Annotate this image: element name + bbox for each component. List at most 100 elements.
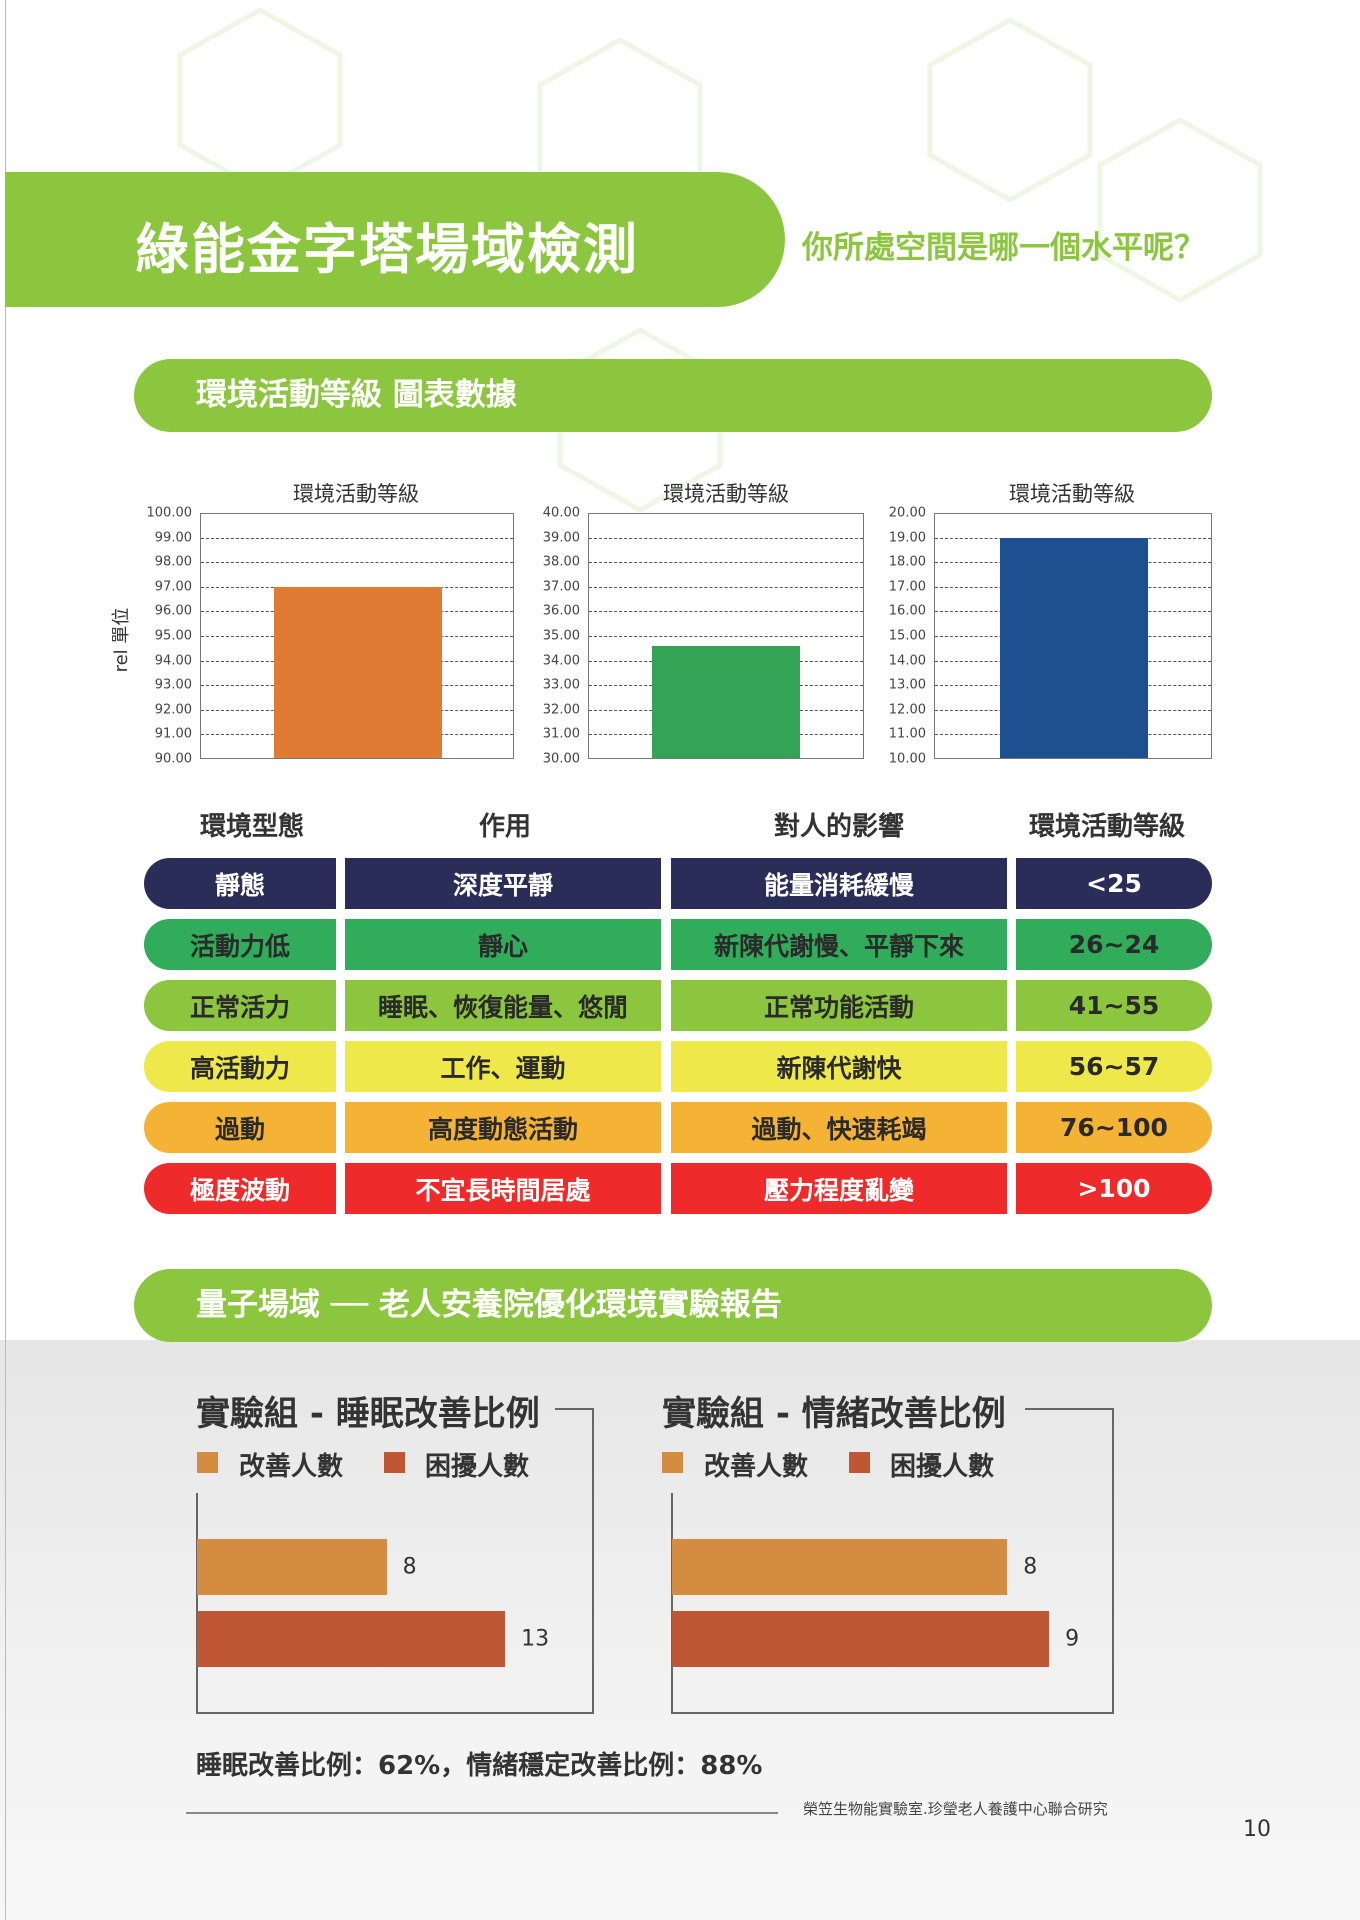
table-cell: 41~55 bbox=[1016, 980, 1212, 1031]
gridline bbox=[589, 636, 863, 637]
table-cell: <25 bbox=[1016, 858, 1212, 909]
table-cell: 56~57 bbox=[1016, 1041, 1212, 1092]
y-tick-label: 19.00 bbox=[888, 530, 926, 546]
chart-bar bbox=[672, 1539, 1008, 1595]
y-tick-label: 37.00 bbox=[542, 579, 580, 595]
table-cell: >100 bbox=[1016, 1163, 1212, 1214]
table-cell: 睡眠、恢復能量、悠閒 bbox=[345, 980, 661, 1031]
legend-troubled: 困擾人數 bbox=[890, 1452, 995, 1482]
y-tick-label: 36.00 bbox=[542, 603, 580, 619]
y-tick-label: 20.00 bbox=[888, 505, 926, 521]
table-cell: 極度波動 bbox=[144, 1163, 336, 1214]
page-edge bbox=[5, 0, 6, 1920]
summary-text: 睡眠改善比例：62%，情緒穩定改善比例：88% bbox=[196, 1751, 763, 1781]
table-cell: 活動力低 bbox=[144, 919, 336, 970]
y-tick-label: 15.00 bbox=[888, 628, 926, 644]
table-cell: 正常功能活動 bbox=[671, 980, 1007, 1031]
page-subtitle: 你所處空間是哪一個水平呢？ bbox=[802, 230, 1205, 266]
y-tick-label: 14.00 bbox=[888, 653, 926, 669]
legend-improved: 改善人數 bbox=[704, 1452, 809, 1482]
y-tick-label: 35.00 bbox=[542, 628, 580, 644]
gridline bbox=[201, 562, 513, 564]
table-cell: 正常活力 bbox=[144, 980, 336, 1031]
y-tick-label: 16.00 bbox=[888, 603, 926, 619]
legend-swatch-improved bbox=[662, 1452, 683, 1473]
chart-title: 環境活動等級 bbox=[663, 482, 789, 506]
y-tick-label: 12.00 bbox=[888, 702, 926, 718]
table-cell: 76~100 bbox=[1016, 1102, 1212, 1153]
table-cell: 不宜長時間居處 bbox=[345, 1163, 661, 1214]
legend-swatch-improved bbox=[197, 1452, 218, 1473]
page-number: 10 bbox=[1243, 1817, 1271, 1842]
gridline bbox=[589, 562, 863, 564]
chart-bar bbox=[652, 645, 800, 758]
sleep-chart-axis bbox=[196, 1493, 594, 1714]
footer-divider bbox=[186, 1812, 778, 1814]
header-banner bbox=[5, 172, 785, 307]
table-cell: 靜心 bbox=[345, 919, 661, 970]
section-header-charts: 環境活動等級 圖表數據 bbox=[134, 359, 1212, 432]
y-tick-label: 40.00 bbox=[542, 505, 580, 521]
chart-bar bbox=[1000, 538, 1148, 758]
bar-value-label: 8 bbox=[1023, 1554, 1038, 1580]
chart-bar bbox=[197, 1611, 506, 1667]
y-tick-label: 30.00 bbox=[542, 751, 580, 767]
bar-value-label: 9 bbox=[1065, 1626, 1080, 1652]
chart-bar bbox=[197, 1539, 387, 1595]
legend-swatch-troubled bbox=[849, 1452, 870, 1473]
page-title: 綠能金字塔場域檢測 bbox=[135, 218, 639, 281]
bar-value-label: 13 bbox=[521, 1626, 550, 1652]
sleep-chart-title: 實驗組 - 睡眠改善比例 bbox=[196, 1394, 540, 1434]
table-cell: 高活動力 bbox=[144, 1041, 336, 1092]
sleep-chart-frame bbox=[555, 1408, 594, 1714]
chart-plot-area bbox=[200, 513, 514, 759]
y-tick-label: 90.00 bbox=[154, 751, 192, 767]
table-cell: 工作、運動 bbox=[345, 1041, 661, 1092]
chart-title: 環境活動等級 bbox=[293, 482, 419, 506]
mood-chart-title: 實驗組 - 情緒改善比例 bbox=[662, 1394, 1006, 1434]
table-header-function: 作用 bbox=[478, 812, 532, 842]
y-tick-label: 13.00 bbox=[888, 677, 926, 693]
table-cell: 過動 bbox=[144, 1102, 336, 1153]
y-tick-label: 31.00 bbox=[542, 726, 580, 742]
table-cell: 深度平靜 bbox=[345, 858, 661, 909]
gridline bbox=[589, 537, 863, 539]
chart-plot-area bbox=[934, 513, 1212, 759]
table-cell: 新陳代謝快 bbox=[671, 1041, 1007, 1092]
y-tick-label: 100.00 bbox=[146, 505, 193, 521]
chart-bar bbox=[672, 1611, 1050, 1667]
chart-bar bbox=[274, 587, 442, 758]
y-axis-label: rel 單位 bbox=[111, 607, 132, 673]
legend-troubled: 困擾人數 bbox=[425, 1452, 530, 1482]
table-cell: 高度動態活動 bbox=[345, 1102, 661, 1153]
table-cell: 過動、快速耗竭 bbox=[671, 1102, 1007, 1153]
y-tick-label: 94.00 bbox=[154, 653, 192, 669]
y-tick-label: 95.00 bbox=[154, 628, 192, 644]
mood-chart-frame bbox=[1025, 1408, 1114, 1714]
section-header-report: 量子場域 ── 老人安養院優化環境實驗報告 bbox=[134, 1269, 1212, 1342]
y-tick-label: 32.00 bbox=[542, 702, 580, 718]
y-tick-label: 91.00 bbox=[154, 726, 192, 742]
table-header-type: 環境型態 bbox=[199, 812, 305, 842]
y-tick-label: 96.00 bbox=[154, 603, 192, 619]
table-cell: 26~24 bbox=[1016, 919, 1212, 970]
table-cell: 壓力程度亂變 bbox=[671, 1163, 1007, 1214]
table-header-effect: 對人的影響 bbox=[773, 812, 905, 842]
y-tick-label: 34.00 bbox=[542, 653, 580, 669]
gridline bbox=[201, 537, 513, 539]
gridline bbox=[589, 586, 863, 588]
y-tick-label: 11.00 bbox=[888, 726, 926, 742]
mood-chart-axis bbox=[671, 1493, 1114, 1714]
table-header-level: 環境活動等級 bbox=[1028, 812, 1186, 842]
y-tick-label: 39.00 bbox=[542, 530, 580, 546]
research-credit: 榮笠生物能實驗室.珍瑩老人養護中心聯合研究 bbox=[803, 1800, 1108, 1818]
gridline bbox=[589, 611, 863, 613]
bar-value-label: 8 bbox=[402, 1554, 417, 1580]
y-tick-label: 18.00 bbox=[888, 554, 926, 570]
y-tick-label: 97.00 bbox=[154, 579, 192, 595]
y-tick-label: 92.00 bbox=[154, 702, 192, 718]
gridline bbox=[935, 537, 1211, 539]
chart-title: 環境活動等級 bbox=[1009, 482, 1135, 506]
y-tick-label: 98.00 bbox=[154, 554, 192, 570]
y-tick-label: 17.00 bbox=[888, 579, 926, 595]
